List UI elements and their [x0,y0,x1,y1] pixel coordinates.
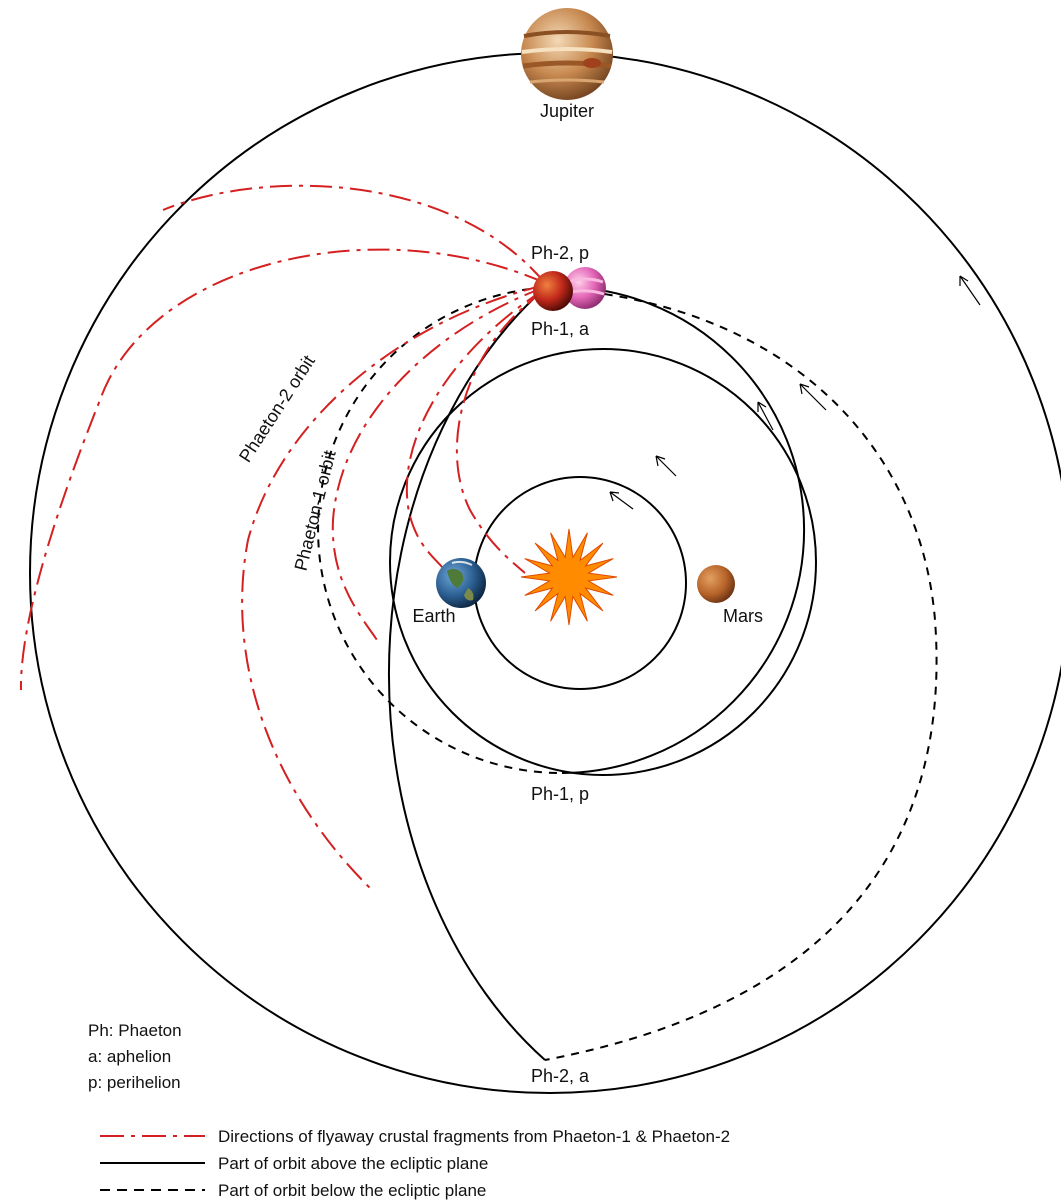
mars-label: Mars [723,606,763,626]
orbit-direction-arrows [609,275,981,510]
legend-label-below: Part of orbit below the ecliptic plane [218,1181,486,1200]
ph2-aphelion-label: Ph-2, a [531,1066,590,1086]
legend-label-fragments: Directions of flyaway crustal fragments … [218,1127,730,1146]
fragment-trajectories [19,184,546,891]
jupiter-label: Jupiter [540,101,594,121]
legend-label-above: Part of orbit above the ecliptic plane [218,1154,488,1173]
fragment-path [162,184,546,284]
phaeton-2-orbit-below [544,287,938,1061]
earth-label: Earth [412,606,455,626]
earth-icon [436,558,486,608]
abbreviation-p: p: perihelion [88,1073,181,1092]
mars-orbit [389,348,817,776]
abbreviation-key: Ph: Phaeton a: aphelion p: perihelion [88,1021,182,1092]
sun-icon [520,528,618,626]
fragment-path [19,248,546,691]
jupiter-orbit [29,52,1061,1094]
fragment-path [405,288,546,573]
ph1-perihelion-label: Ph-1, p [531,784,589,804]
legend: Directions of flyaway crustal fragments … [100,1127,730,1200]
mars-icon [697,565,735,603]
ph2-perihelion-label: Ph-2, p [531,243,589,263]
fragment-path [331,286,546,641]
abbreviation-ph: Ph: Phaeton [88,1021,182,1040]
jupiter-icon [521,8,613,100]
fragment-path [241,284,546,891]
phaeton-1-orbit-below [317,286,563,775]
phaeton-1-orbit-label: Phaeton-1 orbit [291,448,340,572]
fragment-path [455,289,546,574]
phaeton-2-orbit-above [388,287,546,1061]
phaeton-1-icon [533,271,573,311]
phaeton-1-orbit-above [559,285,805,774]
ph1-aphelion-label: Ph-1, a [531,319,590,339]
phaeton-2-icon [564,267,606,309]
abbreviation-a: a: aphelion [88,1047,171,1066]
phaeton-2-orbit-label: Phaeton-2 orbit [235,352,319,466]
